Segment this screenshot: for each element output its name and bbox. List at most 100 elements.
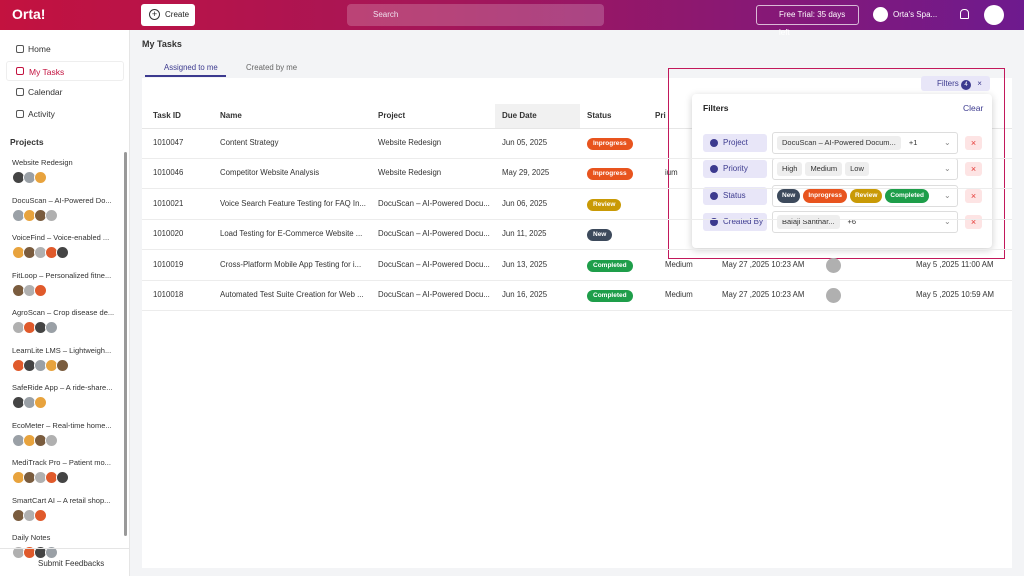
filter-chip: Balaji Santhar... bbox=[777, 214, 840, 229]
filter-chip: Completed bbox=[885, 188, 929, 203]
project-avatars bbox=[12, 283, 47, 298]
cell-name[interactable]: Automated Test Suite Creation for Web ..… bbox=[220, 290, 364, 299]
priority-cell: Medium bbox=[665, 259, 693, 269]
project-avatars bbox=[12, 246, 69, 260]
scrollbar bbox=[124, 152, 127, 536]
row-divider bbox=[142, 249, 1012, 251]
tab-created[interactable]: Created by me bbox=[246, 63, 298, 72]
cell-due: May 29, 2025 bbox=[502, 168, 550, 178]
created-cell: May 27 ,2025 10:23 AM bbox=[722, 290, 805, 299]
project-name[interactable]: FitLoop – Personalized fitne... bbox=[12, 270, 112, 280]
create-label: Create bbox=[165, 10, 190, 19]
column-header[interactable]: Task ID bbox=[153, 111, 181, 120]
cell-name[interactable]: Content Strategy bbox=[220, 138, 279, 147]
nav-icon bbox=[16, 66, 24, 75]
project-name[interactable]: DocuScan – AI-Powered Do... bbox=[12, 195, 112, 205]
cell-due: Jun 16, 2025 bbox=[502, 290, 548, 299]
column-header[interactable]: Due Date bbox=[502, 111, 537, 120]
workspace-name[interactable]: Orta's Spa... bbox=[893, 10, 938, 19]
project-name[interactable]: EcoMeter – Real-time home... bbox=[12, 420, 112, 430]
avatar bbox=[45, 546, 58, 559]
cell-due: Jun 11, 2025 bbox=[502, 229, 547, 239]
nav-item[interactable]: My Tasks bbox=[6, 60, 124, 81]
status-badge: Review bbox=[587, 198, 622, 211]
status-cell: Completed bbox=[587, 280, 633, 310]
filter-chip: DocuScan – AI-Powered Docum... bbox=[777, 136, 901, 150]
nav-item[interactable]: Calendar bbox=[28, 87, 63, 97]
column-header[interactable]: Pri bbox=[655, 111, 666, 120]
avatar bbox=[56, 471, 69, 484]
filter-label: Created By bbox=[703, 212, 767, 231]
project-name[interactable]: Daily Notes bbox=[12, 533, 51, 542]
filter-check bbox=[710, 217, 718, 226]
filter-remove[interactable]: × bbox=[965, 214, 982, 229]
status-badge: Inprogress bbox=[587, 168, 633, 181]
filter-popup: Filters Clear Project DocuScan – AI-Power… bbox=[692, 94, 992, 248]
project-avatars bbox=[12, 321, 58, 335]
priority-cell: Medium bbox=[665, 290, 693, 299]
cell-project: DocuScan – AI-Powered Docu... bbox=[378, 229, 490, 239]
filter-value-box[interactable]: New Inprogress Review Completed bbox=[772, 184, 958, 207]
filter-label: Project bbox=[703, 134, 767, 152]
tab-assigned[interactable]: Assigned to me bbox=[145, 59, 226, 77]
filter-remove[interactable]: × bbox=[965, 188, 982, 203]
cell-due: Jun 05, 2025 bbox=[502, 138, 548, 147]
filters-button[interactable]: Filters 4 × bbox=[921, 76, 990, 91]
cell-project: DocuScan – AI-Powered Docu... bbox=[378, 198, 490, 208]
filters-label: Filters bbox=[937, 79, 959, 88]
cell-name[interactable]: Voice Search Feature Testing for FAQ In.… bbox=[220, 198, 366, 208]
filter-more: +1 bbox=[908, 138, 918, 147]
project-name[interactable]: SmartCart AI – A retail shop... bbox=[12, 495, 111, 505]
filter-clear[interactable]: Clear bbox=[963, 103, 984, 113]
create-button[interactable]: + Create bbox=[141, 4, 195, 26]
filter-value-box[interactable]: DocuScan – AI-Powered Docum... +1 bbox=[772, 132, 958, 154]
project-name[interactable]: LearnLite LMS – Lightweigh... bbox=[12, 345, 112, 355]
cell-id: 1010046 bbox=[153, 168, 184, 178]
nav-item[interactable]: Activity bbox=[28, 108, 55, 119]
project-name[interactable]: MediTrack Pro – Patient mo... bbox=[12, 458, 111, 467]
search-box[interactable]: Search bbox=[347, 4, 604, 26]
cell-id: 1010021 bbox=[153, 198, 184, 208]
filter-dropdown[interactable]: ⌄ bbox=[944, 164, 951, 174]
cell-due: Jun 13, 2025 bbox=[502, 259, 548, 269]
avatar bbox=[34, 283, 47, 297]
project-name[interactable]: AgroScan – Crop disease de... bbox=[12, 308, 115, 317]
notification-icon[interactable] bbox=[960, 9, 969, 19]
avatar bbox=[34, 171, 47, 184]
cell-name[interactable]: Cross-Platform Mobile App Testing for i.… bbox=[220, 259, 362, 269]
filter-remove[interactable]: × bbox=[965, 162, 982, 177]
column-header[interactable]: Project bbox=[378, 111, 406, 120]
nav-icon bbox=[16, 88, 24, 96]
project-avatars bbox=[12, 546, 58, 560]
filter-dropdown[interactable]: ⌄ bbox=[944, 138, 951, 147]
filter-dropdown[interactable]: ⌄ bbox=[944, 190, 951, 200]
user-avatar[interactable] bbox=[984, 5, 1004, 25]
status-badge: Completed bbox=[587, 290, 633, 302]
status-badge: Completed bbox=[587, 259, 633, 272]
filter-dropdown[interactable]: ⌄ bbox=[944, 216, 951, 226]
cell-project: Website Redesign bbox=[378, 138, 442, 147]
project-name[interactable]: VoiceFind – Voice-enabled ... bbox=[12, 233, 110, 242]
row-divider bbox=[142, 279, 1012, 281]
logo[interactable]: Orta! bbox=[12, 6, 46, 22]
filter-check bbox=[710, 139, 718, 147]
avatar bbox=[34, 396, 47, 409]
nav-item[interactable]: Home bbox=[28, 44, 51, 54]
column-header[interactable]: Name bbox=[220, 111, 242, 120]
cell-name[interactable]: Load Testing for E-Commerce Website ... bbox=[220, 229, 363, 239]
row-divider bbox=[142, 158, 1012, 159]
status-badge: Inprogress bbox=[587, 138, 633, 150]
project-name[interactable]: SafeRide App – A ride-share... bbox=[12, 383, 113, 392]
trial-button[interactable]: Free Trial: 35 days left bbox=[756, 5, 859, 37]
sorted-column-bg bbox=[495, 104, 580, 128]
filter-value-box[interactable]: Balaji Santhar... +6 bbox=[772, 210, 958, 233]
filter-remove[interactable]: × bbox=[965, 136, 982, 150]
column-header[interactable]: Status bbox=[587, 111, 612, 120]
cell-name[interactable]: Competitor Website Analysis bbox=[220, 168, 320, 178]
row-divider bbox=[142, 218, 1012, 220]
submit-feedback[interactable]: Submit Feedbacks bbox=[38, 559, 105, 568]
filter-chip: Review bbox=[849, 188, 883, 203]
filter-check bbox=[710, 165, 718, 174]
filter-title: Filters bbox=[703, 103, 729, 113]
project-name[interactable]: Website Redesign bbox=[12, 158, 73, 167]
